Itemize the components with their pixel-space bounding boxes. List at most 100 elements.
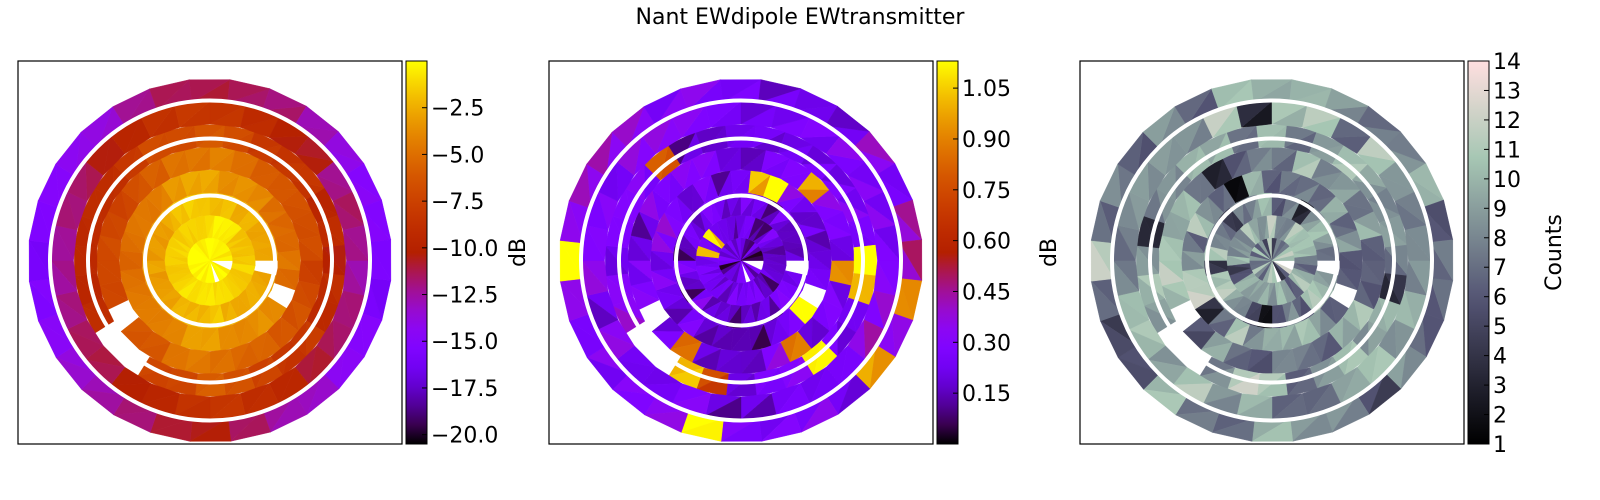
heatmap-cell — [730, 169, 752, 194]
heatmap-cell — [1360, 234, 1387, 261]
heatmap-cell — [194, 373, 226, 397]
panel-right: 14 13 12 11 10 9 8 7 6 5 4 3 2 1 Counts — [1079, 50, 1567, 458]
heatmap-cell — [1142, 305, 1177, 334]
heatmap-cell — [80, 105, 114, 149]
heatmap-cell — [680, 418, 724, 442]
colorbar-tick-label: 0.60 — [962, 230, 1011, 255]
heatmap-cell — [98, 210, 122, 241]
heatmap-cell — [853, 244, 877, 277]
heatmap-cell — [1299, 206, 1326, 226]
heatmap-cell — [1429, 239, 1454, 282]
heatmap-cell — [291, 210, 322, 236]
heatmap-cell — [1174, 144, 1200, 181]
heatmap-cell — [145, 183, 162, 213]
colorbar-tick-label: 12 — [1493, 109, 1521, 134]
colorbar-tick-label: 1.05 — [962, 77, 1011, 102]
overlay-circle-1 — [674, 193, 808, 328]
heatmap-cell — [367, 239, 392, 282]
heatmap-cell — [760, 198, 784, 220]
heatmap-cell — [269, 394, 308, 433]
heatmap-cell — [245, 288, 264, 315]
heatmap-cell — [184, 146, 211, 173]
heatmap-cell — [123, 290, 153, 310]
overlay-circle-1 — [1205, 193, 1339, 328]
heatmap-cell — [1207, 183, 1224, 213]
heatmap-cell — [1194, 308, 1225, 326]
heatmap-cell — [792, 88, 839, 111]
heatmap-cell — [1160, 210, 1184, 241]
heatmap-cell — [751, 324, 772, 352]
heatmap-cell — [1321, 331, 1344, 364]
heatmap-cell — [776, 288, 795, 315]
heatmap-cell — [1174, 410, 1221, 433]
figure-title: Nant EWdipole EWtransmitter — [635, 5, 965, 30]
heatmap-cell — [28, 280, 61, 322]
heatmap-cell — [710, 327, 734, 352]
heatmap-cell — [1210, 217, 1232, 242]
heatmap-cell — [822, 299, 844, 332]
heatmap-cell — [1157, 260, 1184, 287]
heatmap-cell — [1223, 174, 1243, 204]
heatmap-cell — [123, 211, 146, 239]
heatmap-cell — [209, 348, 236, 375]
heatmap-cell — [1211, 418, 1255, 442]
heatmap-cell — [107, 189, 129, 222]
heatmap-cell — [651, 171, 671, 205]
heatmap-cell — [710, 169, 731, 197]
heatmap-cell — [798, 296, 819, 326]
colorbar-label: dB — [506, 238, 531, 267]
heatmap-cell — [338, 344, 365, 390]
colorbar-tick-label: 4 — [1493, 345, 1507, 370]
overlay-circle-2 — [86, 136, 334, 385]
heatmap-cell — [1335, 229, 1363, 251]
colorbar-tick-label: 3 — [1493, 374, 1507, 399]
heatmap-cell — [875, 163, 914, 201]
heatmap-cell — [811, 316, 831, 350]
colorbar-tick-label: 13 — [1493, 79, 1521, 104]
heatmap-cell — [788, 195, 819, 213]
heatmap-cell — [132, 195, 153, 225]
colorbar-left — [405, 60, 428, 445]
heatmap-cell — [748, 169, 772, 194]
heatmap-cell — [229, 198, 253, 220]
heatmap-cell — [669, 342, 702, 364]
heatmap-cell — [768, 206, 795, 226]
heatmap-cell — [643, 144, 669, 181]
heatmap-cell — [1294, 174, 1321, 197]
heatmap-cell — [1282, 324, 1303, 352]
heatmap-cell — [760, 149, 791, 173]
heatmap-cell — [638, 189, 660, 222]
colorbar-tick-label: 14 — [1493, 50, 1521, 75]
heatmap-cell — [28, 200, 52, 244]
panel-middle: 1.05 0.90 0.75 0.60 0.45 0.30 0.15 dB — [548, 60, 1062, 445]
heatmap-cell — [254, 356, 284, 390]
heatmap-cell — [55, 357, 99, 390]
heatmap-cell — [266, 171, 300, 190]
heatmap-cell — [189, 418, 231, 442]
heatmap-cell — [813, 340, 839, 377]
colorbar-tick-label: 8 — [1493, 227, 1507, 252]
heatmap-cell — [230, 410, 271, 442]
heatmap-cell — [227, 79, 271, 103]
heatmap-cell — [692, 174, 712, 204]
heatmap-cell — [217, 169, 241, 194]
heatmap-cell — [149, 79, 190, 111]
heatmap-cell — [229, 149, 260, 173]
heatmap-cell — [1279, 169, 1303, 194]
heatmap-cell — [1307, 288, 1326, 315]
heatmap-cell — [1200, 342, 1233, 364]
heatmap-cell — [650, 250, 674, 272]
colorbar-tick-label: −15.0 — [431, 330, 498, 355]
heatmap-cell — [1158, 234, 1182, 261]
heatmap-cell — [890, 199, 923, 241]
heatmap-cell — [119, 250, 143, 272]
heatmap-cell — [1246, 351, 1273, 375]
heatmap-cell — [1229, 301, 1253, 323]
heatmap-cell — [643, 88, 682, 127]
heatmap-cell — [758, 79, 802, 103]
colorbar-tick-label: 0.75 — [962, 179, 1011, 204]
heatmap-cell — [730, 327, 752, 352]
heatmap-cell — [199, 327, 221, 352]
overlay-circle-1 — [143, 193, 277, 328]
